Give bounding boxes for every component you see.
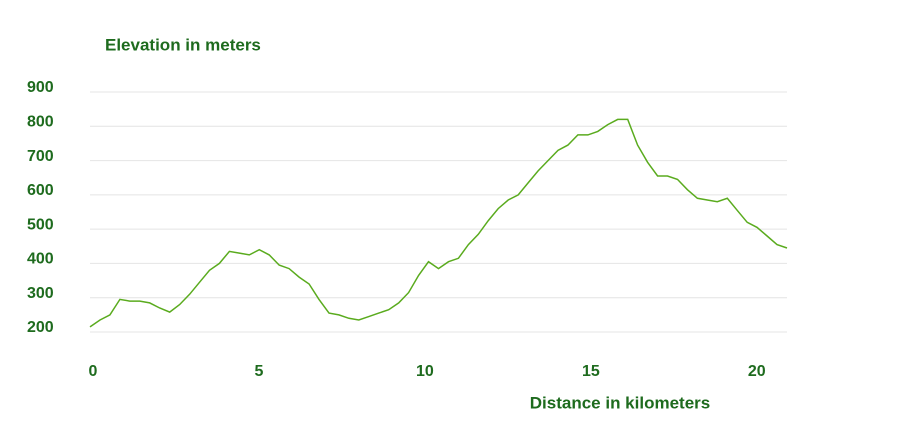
y-tick-label: 500 (27, 216, 54, 233)
chart-title: Elevation in meters (105, 35, 261, 54)
x-tick-label: 0 (89, 363, 98, 380)
y-tick-label: 800 (27, 114, 54, 131)
x-tick-label: 20 (748, 363, 766, 380)
y-tick-label: 300 (27, 285, 54, 302)
y-tick-label: 400 (27, 251, 54, 268)
y-tick-label: 900 (27, 79, 54, 96)
elevation-line (89, 118, 788, 328)
y-tick-label: 700 (27, 148, 54, 165)
x-axis-label: Distance in kilometers (530, 393, 710, 412)
x-tick-label: 15 (582, 363, 600, 380)
x-tick-label: 10 (416, 363, 434, 380)
x-tick-label: 5 (254, 363, 263, 380)
y-tick-label: 200 (27, 319, 54, 336)
y-tick-label: 600 (27, 182, 54, 199)
